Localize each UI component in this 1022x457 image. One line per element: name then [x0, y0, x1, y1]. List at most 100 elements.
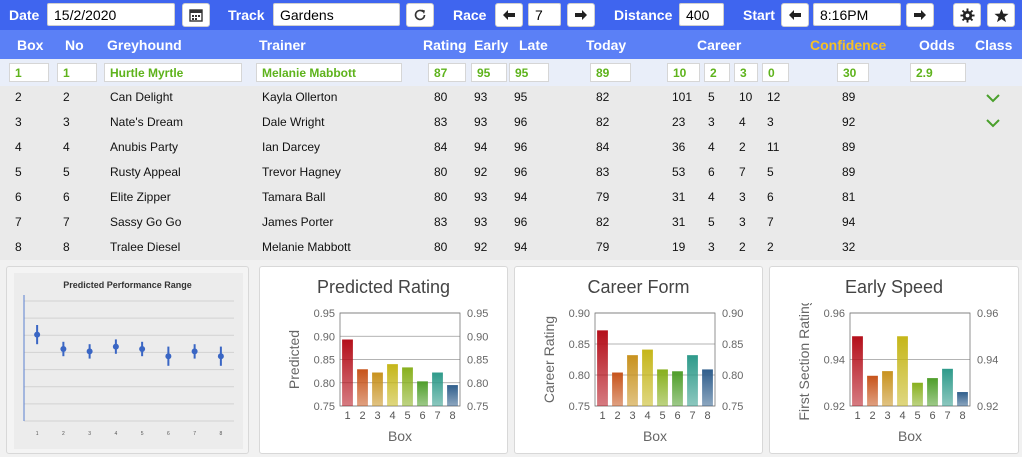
row-career-2nd: 3 — [739, 215, 746, 229]
selected-no[interactable]: 1 — [57, 63, 97, 82]
range-point — [165, 353, 172, 360]
refresh-button[interactable] — [406, 3, 434, 27]
selected-confidence[interactable]: 30 — [837, 63, 869, 82]
x-tick-label: 1 — [344, 410, 350, 422]
row-career-starts: 31 — [672, 215, 686, 229]
x-tick-label: 7 — [193, 431, 196, 437]
row-today: 83 — [596, 165, 610, 179]
range-point — [86, 348, 93, 355]
col-box[interactable]: Box — [17, 37, 44, 53]
bar — [447, 385, 458, 406]
selected-today[interactable]: 89 — [590, 63, 631, 82]
track-label: Track — [228, 7, 265, 23]
bar — [957, 392, 968, 406]
col-confidence[interactable]: Confidence — [810, 37, 887, 53]
chart-background — [14, 273, 243, 449]
row-box: 3 — [15, 115, 22, 129]
date-label: Date — [9, 7, 40, 23]
col-greyhound[interactable]: Greyhound — [107, 37, 182, 53]
race-input[interactable]: 7 — [528, 3, 561, 26]
chevron-down-icon[interactable] — [986, 118, 1000, 128]
selected-box[interactable]: 1 — [9, 63, 49, 82]
row-late: 96 — [514, 140, 528, 154]
row-no: 2 — [63, 90, 70, 104]
row-no: 4 — [63, 140, 70, 154]
x-tick-label: 6 — [419, 410, 425, 422]
row-box: 2 — [15, 90, 22, 104]
row-no: 6 — [63, 190, 70, 204]
row-confidence: 81 — [842, 190, 856, 204]
row-early: 92 — [474, 240, 488, 254]
col-trainer[interactable]: Trainer — [259, 37, 306, 53]
career-form-chart: 0.90 0.90 0.85 0.85 0.80 0.80 0.75 0.75 1 2 3 4 5 6 7 8… — [541, 308, 743, 444]
col-career[interactable]: Career — [697, 37, 742, 53]
table-row[interactable]: 5 5 Rusty Appeal Trevor Hagney 80 92 96 83 53 6 7 5… — [0, 161, 1022, 186]
selected-trainer[interactable]: Melanie Mabbott — [256, 63, 402, 82]
selected-odds[interactable]: 2.9 — [910, 63, 966, 82]
x-tick-label: 7 — [944, 410, 950, 422]
row-early: 92 — [474, 165, 488, 179]
bar — [867, 375, 878, 406]
bar — [357, 369, 368, 406]
calendar-button[interactable] — [182, 3, 210, 27]
race-next-button[interactable] — [567, 3, 595, 27]
y-tick-label: 0.95 — [314, 308, 335, 320]
selected-career-starts[interactable]: 10 — [667, 63, 700, 82]
chevron-down-icon[interactable] — [986, 93, 1000, 103]
row-trainer: Melanie Mabbott — [262, 240, 351, 254]
arrow-left-icon — [503, 10, 515, 20]
table-row[interactable]: 7 7 Sassy Go Go James Porter 83 93 96 82 31 5 3 7 94 — [0, 211, 1022, 236]
row-career-3rd: 3 — [767, 115, 774, 129]
selected-rating[interactable]: 87 — [428, 63, 466, 82]
selected-career-3rd[interactable]: 0 — [762, 63, 789, 82]
y-tick-label-right: 0.95 — [467, 308, 488, 320]
table-row[interactable]: 2 2 Can Delight Kayla Ollerton 80 93 95 82 101 5 1… — [0, 86, 1022, 111]
favorite-button[interactable] — [987, 3, 1015, 27]
distance-input[interactable]: 400 — [679, 3, 724, 26]
selected-late[interactable]: 95 — [509, 63, 549, 82]
row-greyhound: Rusty Appeal — [110, 165, 181, 179]
selected-career-2nd[interactable]: 3 — [734, 63, 758, 82]
col-early[interactable]: Early — [474, 37, 509, 53]
row-career-starts: 31 — [672, 190, 686, 204]
track-input[interactable]: Gardens — [273, 3, 400, 26]
race-prev-button[interactable] — [495, 3, 523, 27]
table-row[interactable]: 6 6 Elite Zipper Tamara Ball 80 93 94 79 31 4 3 6 81 — [0, 186, 1022, 211]
row-early: 93 — [474, 215, 488, 229]
col-rating[interactable]: Rating — [423, 37, 467, 53]
bar — [642, 349, 653, 406]
row-career-1st: 4 — [708, 140, 715, 154]
y-tick-label-right: 0.75 — [467, 401, 488, 413]
col-today[interactable]: Today — [586, 37, 627, 53]
bar — [432, 372, 443, 406]
gear-icon — [959, 7, 975, 23]
col-class[interactable]: Class — [975, 37, 1013, 53]
date-input[interactable]: 15/2/2020 — [47, 3, 175, 26]
bar — [897, 336, 908, 406]
selected-early[interactable]: 95 — [471, 63, 507, 82]
row-late: 96 — [514, 115, 528, 129]
selected-runner-row[interactable]: 1 1 Hurtle Myrtle Melanie Mabbott 87 95 … — [0, 59, 1022, 86]
col-no[interactable]: No — [65, 37, 84, 53]
table-row[interactable]: 3 3 Nate's Dream Dale Wright 83 93 96 82 23 3 4 3 92 — [0, 111, 1022, 136]
selected-career-1st[interactable]: 2 — [704, 63, 730, 82]
start-next-button[interactable] — [906, 3, 934, 27]
predicted-rating-chart: 0.95 0.95 0.90 0.90 0.85 0.85 0.80 0.80 0.75 0.75… — [286, 308, 488, 444]
col-odds[interactable]: Odds — [919, 37, 955, 53]
bar — [702, 369, 713, 406]
table-row[interactable]: 8 8 Tralee Diesel Melanie Mabbott 80 92 94 79 19… — [0, 236, 1022, 261]
x-tick-label: 7 — [689, 410, 695, 422]
y-tick-label-right: 0.96 — [977, 308, 998, 320]
start-prev-button[interactable] — [781, 3, 809, 27]
row-early: 93 — [474, 90, 488, 104]
col-late[interactable]: Late — [519, 37, 548, 53]
settings-button[interactable] — [953, 3, 981, 27]
start-time-input[interactable]: 8:16PM — [813, 3, 901, 26]
selected-greyhound[interactable]: Hurtle Myrtle — [104, 63, 242, 82]
table-row[interactable]: 4 4 Anubis Party Ian Darcey 84 94 96 84 36 4 2 11 89 — [0, 136, 1022, 161]
x-tick-label: 1 — [854, 410, 860, 422]
bar — [417, 381, 428, 406]
row-box: 4 — [15, 140, 22, 154]
row-trainer: Tamara Ball — [262, 190, 326, 204]
x-tick-label: 4 — [389, 410, 395, 422]
